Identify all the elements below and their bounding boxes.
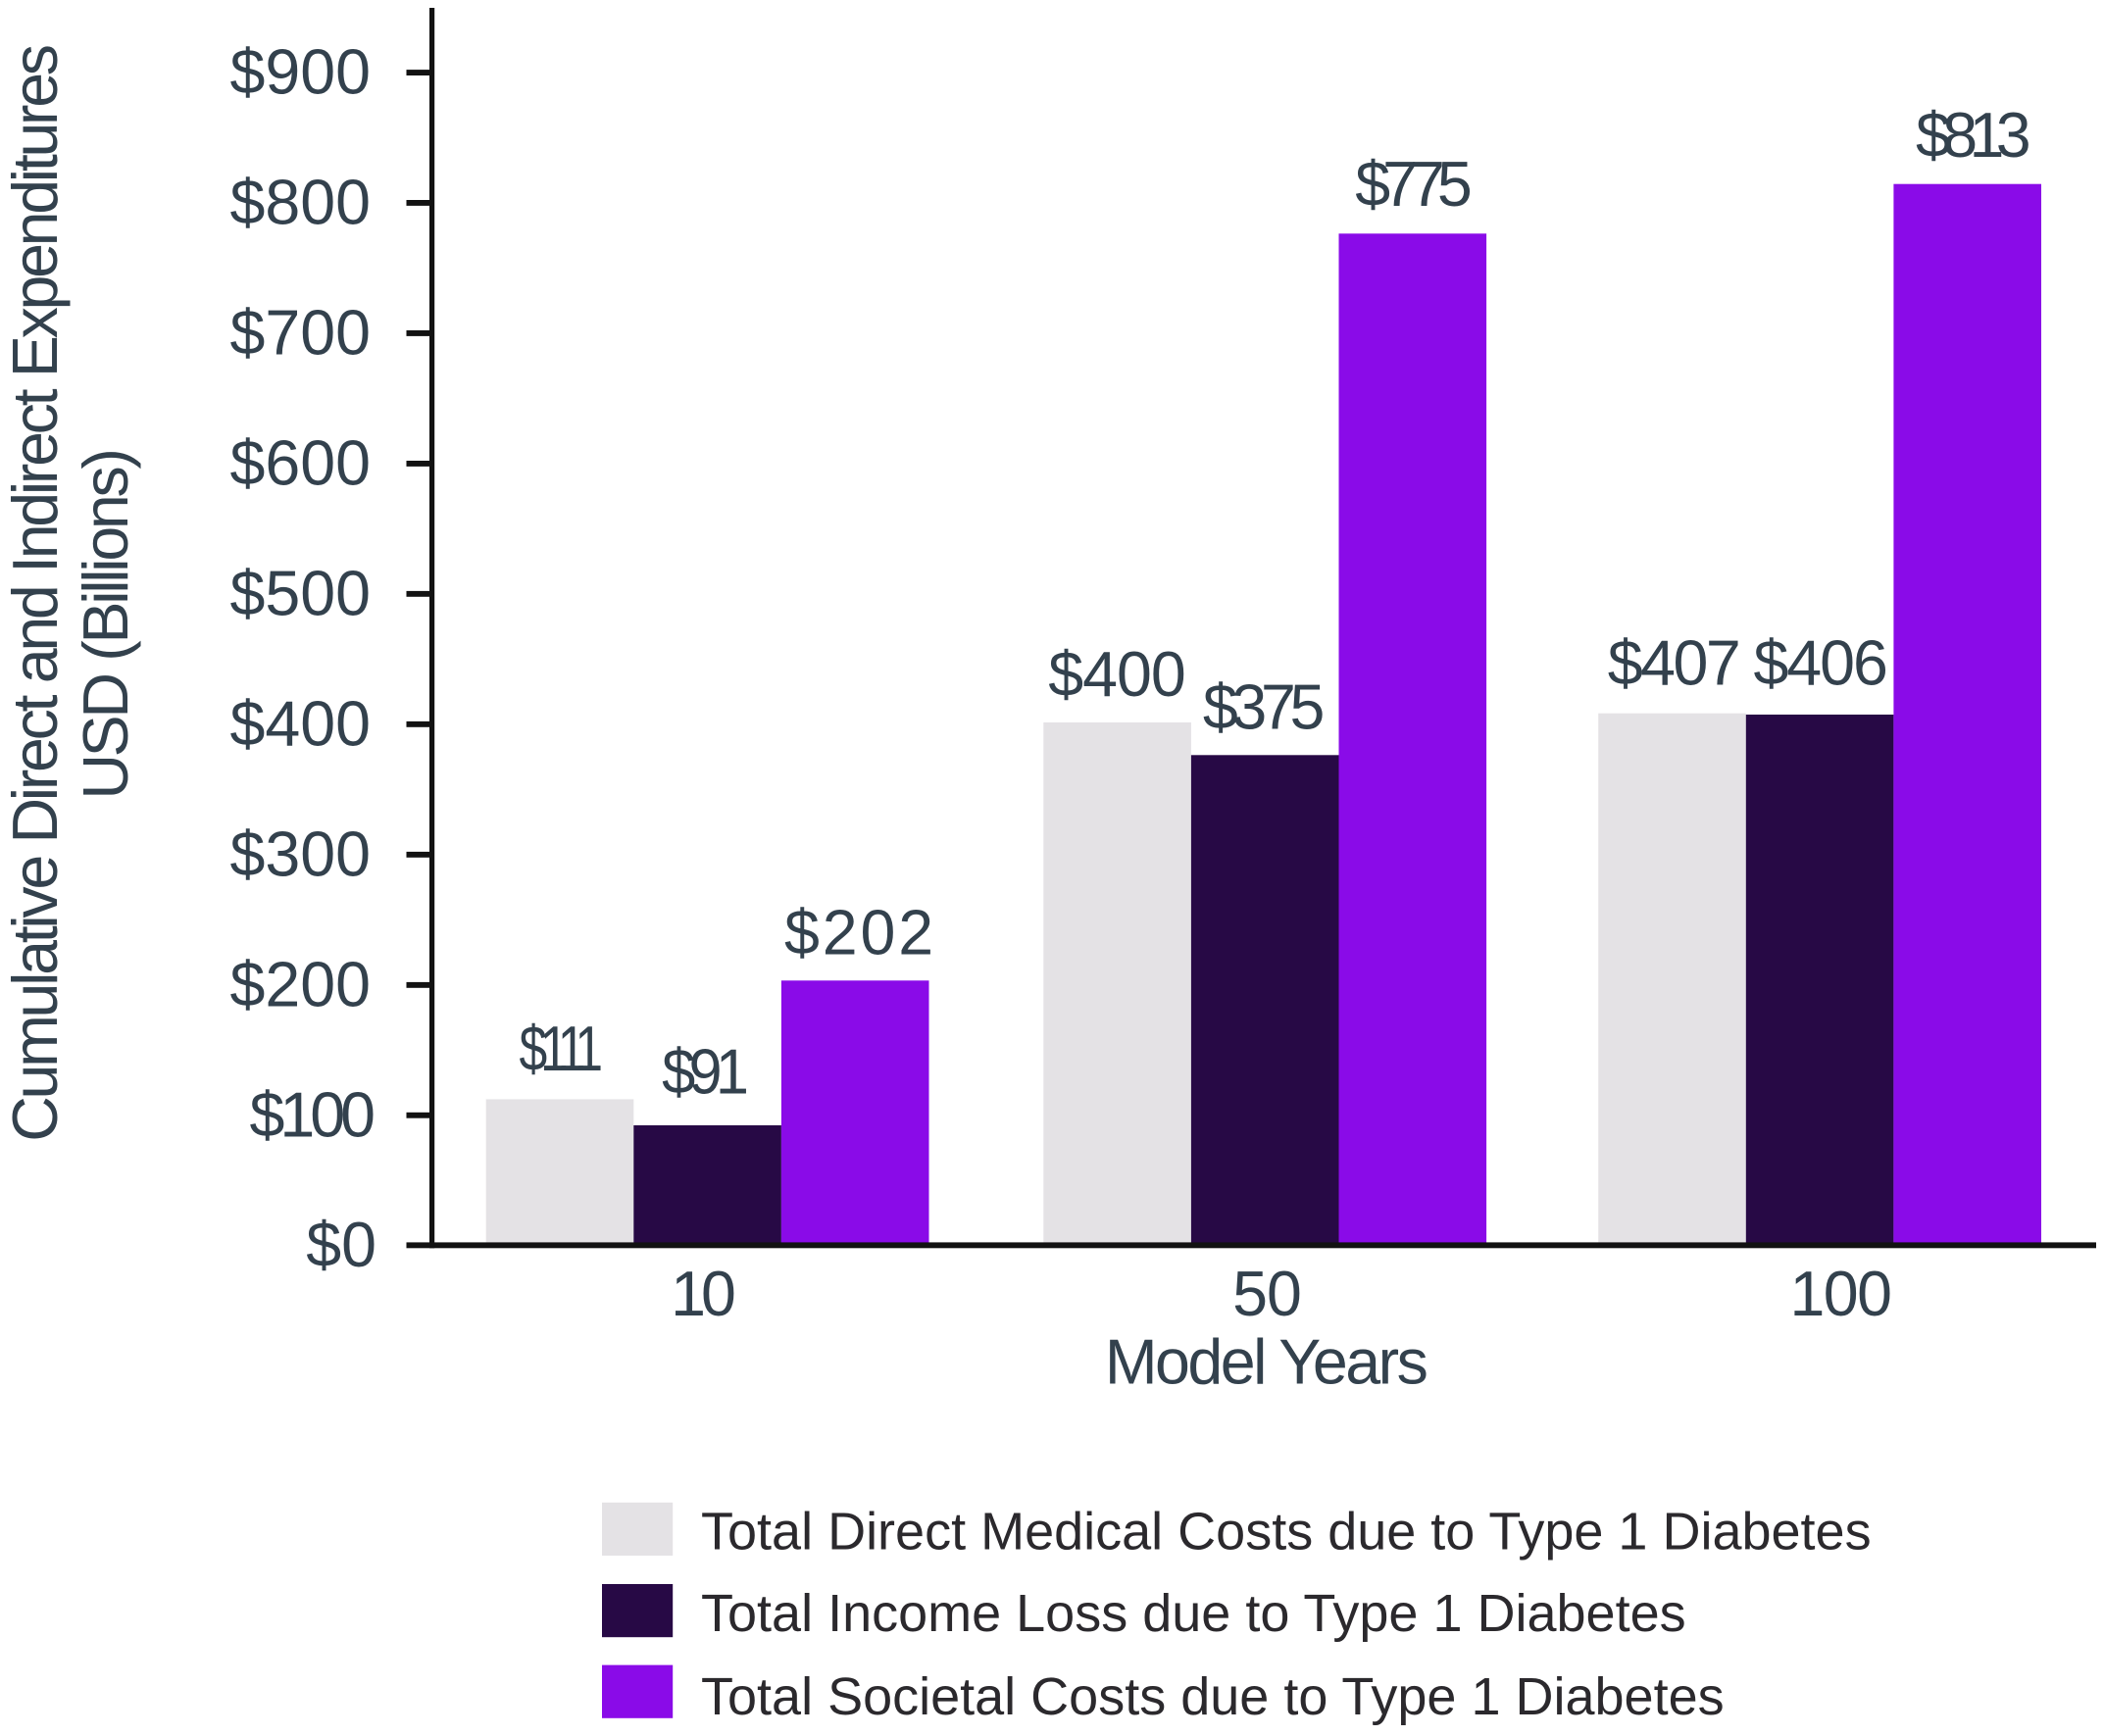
svg-text:$900: $900 bbox=[230, 37, 372, 108]
svg-text:50: 50 bbox=[1232, 1259, 1301, 1329]
svg-text:$91: $91 bbox=[662, 1037, 746, 1108]
svg-text:$400: $400 bbox=[1048, 639, 1185, 710]
svg-text:$0: $0 bbox=[306, 1210, 376, 1280]
svg-text:$200: $200 bbox=[230, 949, 372, 1019]
svg-text:$813: $813 bbox=[1916, 100, 2029, 171]
svg-text:100: 100 bbox=[1789, 1259, 1890, 1329]
svg-text:Total Income Loss due to Type: Total Income Loss due to Type 1 Diabetes bbox=[701, 1584, 1686, 1643]
svg-text:$407: $407 bbox=[1608, 628, 1739, 699]
svg-text:Model Years: Model Years bbox=[1105, 1327, 1427, 1398]
svg-text:$100: $100 bbox=[250, 1079, 375, 1150]
svg-text:Total Societal Costs due to Ty: Total Societal Costs due to Type 1 Diabe… bbox=[701, 1667, 1725, 1726]
svg-text:$775: $775 bbox=[1355, 149, 1471, 220]
svg-text:$406: $406 bbox=[1753, 628, 1886, 699]
svg-text:$400: $400 bbox=[230, 688, 372, 759]
svg-text:10: 10 bbox=[671, 1259, 734, 1329]
svg-text:USD (Billions): USD (Billions) bbox=[71, 451, 141, 799]
svg-text:$600: $600 bbox=[230, 428, 372, 499]
svg-text:$300: $300 bbox=[230, 818, 372, 889]
svg-text:Total Direct Medical Costs due: Total Direct Medical Costs due to Type 1… bbox=[701, 1503, 1872, 1562]
svg-text:Cumulative Direct and Indirect: Cumulative Direct and Indirect Expenditu… bbox=[0, 46, 71, 1141]
svg-text:$700: $700 bbox=[230, 298, 372, 369]
svg-text:$202: $202 bbox=[784, 898, 936, 968]
svg-text:$500: $500 bbox=[230, 558, 372, 628]
svg-text:$111: $111 bbox=[520, 1015, 601, 1085]
svg-text:$800: $800 bbox=[230, 168, 372, 238]
svg-text:$375: $375 bbox=[1203, 672, 1324, 743]
